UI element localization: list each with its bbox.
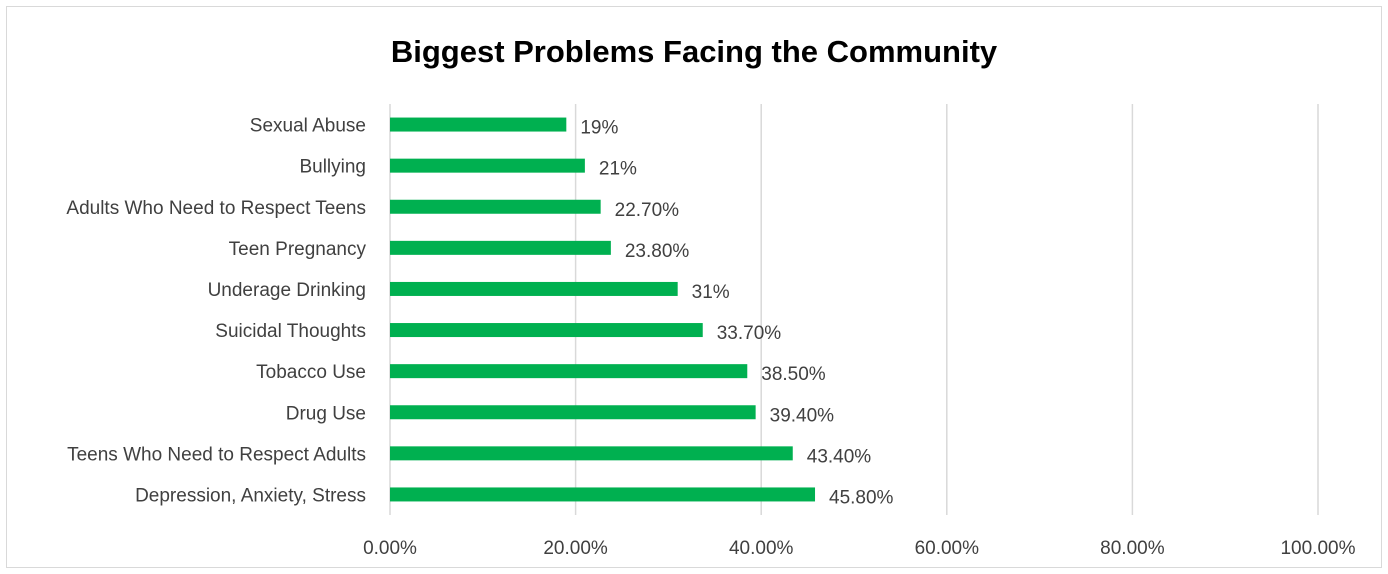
- chart-frame: [6, 6, 1382, 568]
- category-label: Sexual Abuse: [250, 116, 366, 137]
- x-tick-label: 80.00%: [1100, 538, 1165, 559]
- data-label: 39.40%: [770, 405, 835, 426]
- bar: [390, 158, 585, 173]
- data-label: 22.70%: [615, 200, 680, 221]
- bar: [390, 364, 748, 379]
- category-label: Teens Who Need to Respect Adults: [67, 444, 366, 465]
- data-label: 38.50%: [761, 364, 826, 385]
- x-tick-label: 40.00%: [729, 538, 794, 559]
- bars: [390, 117, 816, 502]
- bar: [390, 487, 816, 502]
- category-labels: Sexual Abuse Bullying Adults Who Need to R…: [66, 116, 366, 507]
- data-label: 43.40%: [807, 446, 872, 467]
- bar: [390, 117, 567, 132]
- bar: [390, 240, 611, 255]
- category-label: Tobacco Use: [256, 362, 366, 383]
- bar: [390, 281, 678, 296]
- data-label: 45.80%: [829, 487, 894, 508]
- bar: [390, 405, 756, 420]
- category-label: Suicidal Thoughts: [215, 321, 366, 342]
- category-label: Underage Drinking: [208, 280, 366, 301]
- data-label: 33.70%: [717, 323, 782, 344]
- category-label: Adults Who Need to Respect Teens: [66, 198, 366, 219]
- chart-title: Biggest Problems Facing the Community: [391, 34, 998, 69]
- category-label: Teen Pregnancy: [229, 239, 367, 260]
- x-tick-label: 20.00%: [543, 538, 608, 559]
- bar: [390, 323, 703, 338]
- category-label: Drug Use: [286, 403, 366, 424]
- x-axis-tick-labels: 0.00% 20.00% 40.00% 60.00% 80.00% 100.00%: [363, 538, 1356, 559]
- x-tick-label: 60.00%: [915, 538, 980, 559]
- bar: [390, 199, 601, 214]
- x-tick-label: 0.00%: [363, 538, 417, 559]
- data-label: 21%: [599, 159, 637, 180]
- data-label: 31%: [692, 282, 730, 303]
- data-label: 23.80%: [625, 241, 690, 262]
- category-label: Bullying: [299, 157, 366, 178]
- data-labels: 19% 21% 22.70% 23.80%31% 33.70% 38.50% 39.40% 4…: [580, 118, 893, 509]
- data-label: 19%: [580, 118, 618, 139]
- category-label: Depression, Anxiety, Stress: [135, 485, 366, 506]
- bar: [390, 446, 793, 461]
- x-tick-label: 100.00%: [1280, 538, 1355, 559]
